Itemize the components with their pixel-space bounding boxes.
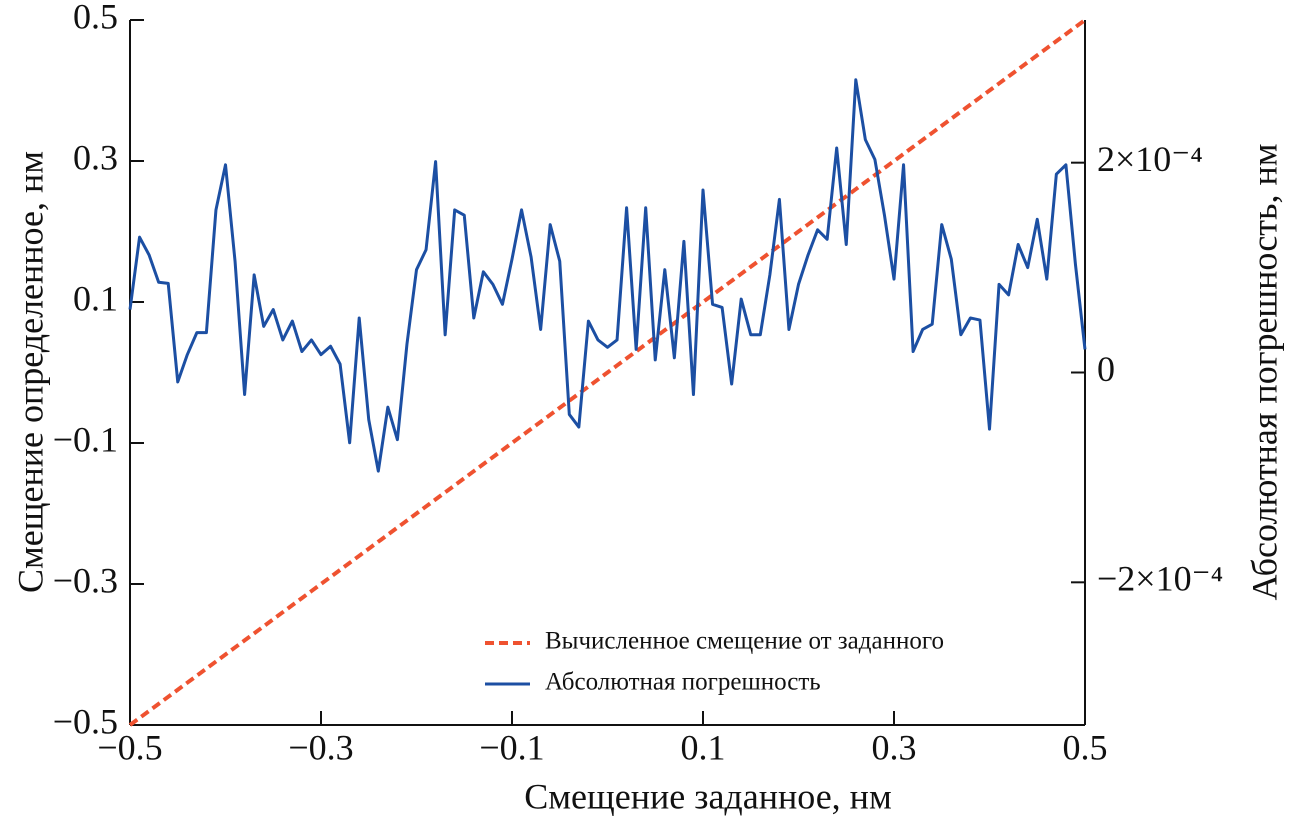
x-tick-label: −0.5 bbox=[97, 727, 162, 767]
y-tick-label: 0.1 bbox=[73, 278, 118, 318]
x-tick-label: 0.5 bbox=[1063, 727, 1108, 767]
y-tick-label: −0.5 bbox=[53, 701, 118, 741]
x-tick-label: 0.1 bbox=[681, 727, 726, 767]
legend-label: Абсолютная погрешность bbox=[545, 669, 821, 696]
x-tick-label: −0.1 bbox=[479, 727, 544, 767]
y-tick-label: 0.3 bbox=[73, 137, 118, 177]
legend-label: Вычисленное смещение от заданного bbox=[545, 628, 944, 655]
y-tick-label: −0.1 bbox=[53, 419, 118, 459]
y2-axis-label: Абсолютная погрешность, нм bbox=[1244, 144, 1284, 601]
series-line bbox=[128, 78, 1087, 473]
y-tick-label: −0.3 bbox=[53, 560, 118, 600]
x-tick-label: −0.3 bbox=[288, 727, 353, 767]
y-axis-label: Смещение определенное, нм bbox=[10, 151, 50, 593]
y-tick-label: 0.5 bbox=[73, 0, 118, 36]
y2-tick-label: 2×10⁻⁴ bbox=[1097, 139, 1203, 179]
y2-tick-label: −2×10⁻⁴ bbox=[1097, 559, 1223, 599]
x-axis-label: Смещение заданное, нм bbox=[524, 776, 891, 816]
y2-tick-label: 0 bbox=[1097, 349, 1115, 389]
series-line bbox=[128, 18, 1087, 727]
x-tick-label: 0.3 bbox=[872, 727, 917, 767]
